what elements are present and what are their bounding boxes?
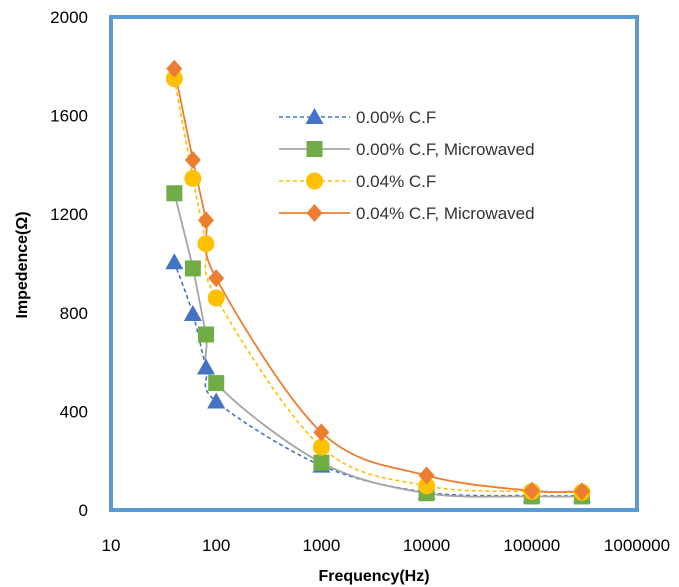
data-point	[207, 289, 225, 307]
data-point	[165, 253, 184, 270]
data-point	[312, 438, 330, 456]
legend: 0.00% C.F 0.00% C.F, Microwaved 0.04% C.F 0…	[279, 108, 535, 223]
data-point	[573, 482, 590, 501]
data-point	[313, 423, 330, 442]
y-axis-title: Impedence(Ω)	[14, 211, 31, 318]
data-point	[207, 392, 226, 409]
data-point	[184, 150, 201, 169]
y-tick-label: 400	[60, 402, 88, 421]
y-tick-label: 1600	[50, 107, 88, 126]
legend-label: 0.04% C.F, Microwaved	[356, 204, 535, 223]
data-point	[165, 70, 183, 88]
series-line	[173, 68, 583, 493]
y-tick-label: 0	[79, 501, 88, 520]
data-point	[184, 169, 202, 187]
legend-label: 0.04% C.F	[356, 172, 436, 191]
x-tick-label: 10	[102, 536, 121, 555]
data-point	[313, 454, 330, 471]
series-markers	[165, 59, 591, 505]
data-point	[418, 466, 435, 485]
plot-frame	[109, 15, 639, 512]
data-point	[523, 481, 540, 500]
axis-ticks: 10 100 1000 10000 100000 1000000 0 400 800 1200 16…	[50, 8, 670, 555]
legend-label: 0.00% C.F, Microwaved	[356, 140, 535, 159]
y-tick-label: 800	[60, 304, 88, 323]
y-tick-label: 1200	[50, 205, 88, 224]
legend-label: 0.00% C.F	[356, 108, 436, 127]
data-point	[208, 269, 225, 288]
x-tick-label: 100	[202, 536, 230, 555]
data-point	[166, 185, 183, 202]
legend-marker	[306, 172, 323, 190]
data-point	[208, 375, 225, 392]
data-point	[418, 477, 436, 495]
x-tick-label: 1000	[302, 536, 340, 555]
legend-marker	[305, 108, 324, 124]
data-point	[166, 59, 183, 78]
x-tick-label: 100000	[503, 536, 560, 555]
data-point	[198, 211, 215, 230]
data-point	[183, 305, 202, 322]
series-line	[173, 262, 583, 497]
y-tick-label: 2000	[50, 8, 88, 27]
data-point	[184, 260, 201, 277]
data-point	[197, 235, 215, 253]
legend-marker	[306, 141, 323, 157]
x-axis-title: Frequency(Hz)	[318, 568, 429, 585]
x-tick-label: 10000	[403, 536, 450, 555]
data-point	[198, 326, 215, 343]
series-lines	[173, 68, 583, 498]
series-line	[173, 192, 583, 498]
data-point	[197, 358, 216, 375]
legend-marker	[306, 204, 323, 222]
x-tick-label: 1000000	[604, 536, 670, 555]
